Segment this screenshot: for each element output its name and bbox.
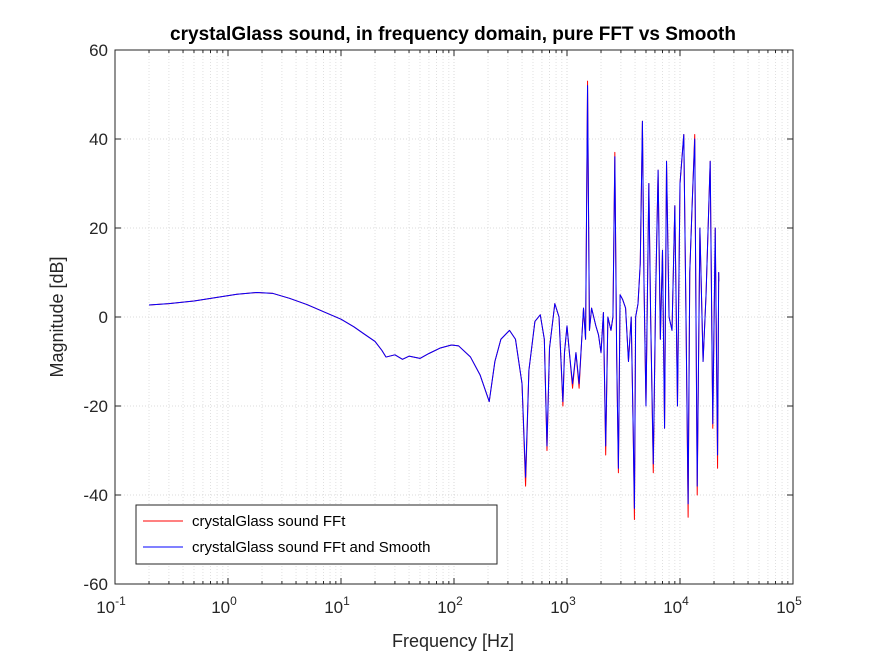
x-tick-label: 105 <box>776 594 802 617</box>
x-tick-exponent: 5 <box>795 594 802 608</box>
series-layer <box>148 80 720 520</box>
y-tick-label: -20 <box>83 397 108 416</box>
legend-label-smooth: crystalGlass sound FFt and Smooth <box>192 539 430 556</box>
y-tick-label: 0 <box>99 308 108 327</box>
y-axis-label: Magnitude [dB] <box>47 256 67 377</box>
x-tick-label: 104 <box>663 594 689 617</box>
legend-label-fft: crystalGlass sound FFt <box>192 513 346 530</box>
x-tick-label: 102 <box>437 594 463 617</box>
x-tick-exponent: 0 <box>230 594 237 608</box>
y-tick-label: -60 <box>83 575 108 594</box>
legend: crystalGlass sound FFt crystalGlass soun… <box>135 504 498 565</box>
x-tick-label: 103 <box>550 594 576 617</box>
x-tick-base: 10 <box>324 598 343 617</box>
x-tick-base: 10 <box>211 598 230 617</box>
x-tick-exponent: 3 <box>569 594 576 608</box>
y-tick-label: -40 <box>83 486 108 505</box>
x-tick-label: 101 <box>324 594 350 617</box>
x-tick-label: 10-1 <box>96 594 126 617</box>
x-tick-base: 10 <box>437 598 456 617</box>
legend-box <box>135 504 498 565</box>
y-tick-label: 40 <box>89 130 108 149</box>
axis-ticks <box>114 49 794 585</box>
x-tick-exponent: 4 <box>682 594 689 608</box>
x-tick-exponent: -1 <box>115 594 126 608</box>
x-tick-base: 10 <box>96 598 115 617</box>
chart-title: crystalGlass sound, in frequency domain,… <box>170 24 736 45</box>
x-axis-label: Frequency [Hz] <box>392 631 514 651</box>
x-tick-exponent: 2 <box>456 594 463 608</box>
y-tick-label: 60 <box>89 41 108 60</box>
y-tick-label: 20 <box>89 219 108 238</box>
x-tick-label: 100 <box>211 594 237 617</box>
series-line-smooth <box>148 85 720 509</box>
x-tick-base: 10 <box>550 598 569 617</box>
x-tick-base: 10 <box>776 598 795 617</box>
x-tick-exponent: 1 <box>343 594 350 608</box>
y-tick-labels: -60 -40 -20 0 20 40 60 <box>83 41 108 594</box>
x-tick-labels: 10-1 100 101 102 103 104 105 <box>96 594 802 617</box>
x-tick-base: 10 <box>663 598 682 617</box>
